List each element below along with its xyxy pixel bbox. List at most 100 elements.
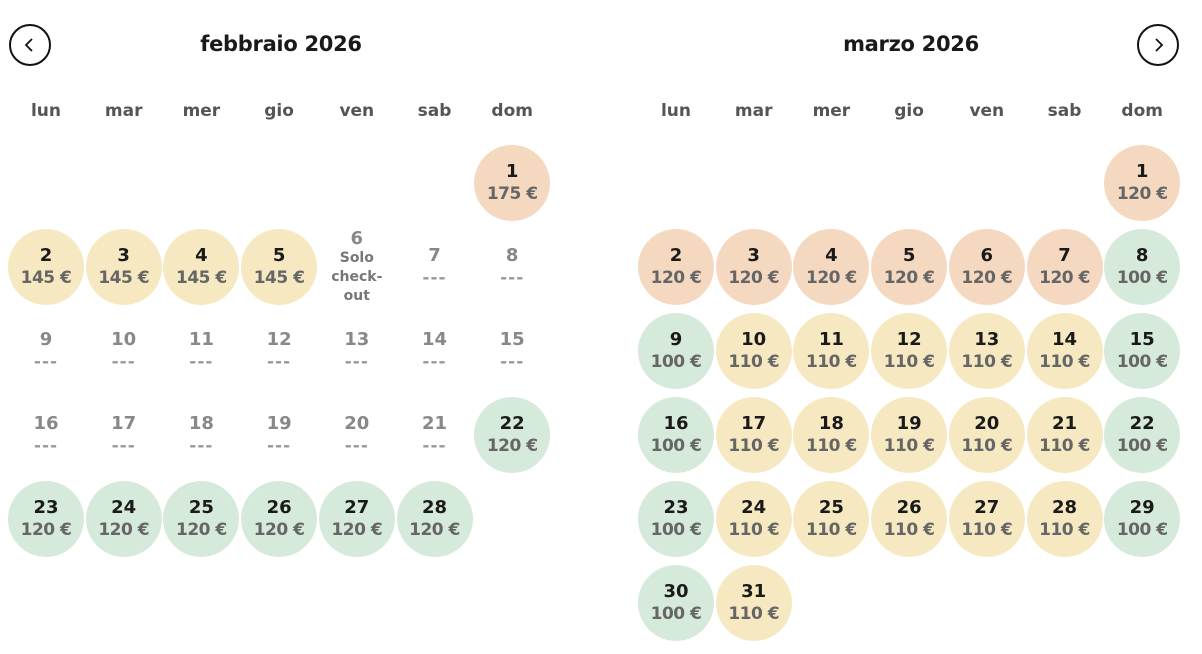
day-cell[interactable]: 19 110 €	[871, 397, 948, 473]
day-number: 1	[1135, 161, 1149, 182]
day-cell[interactable]: 4 145 €	[163, 229, 240, 305]
day-cell[interactable]: 20 ---	[319, 397, 395, 473]
day-cell[interactable]: 16 100 €	[638, 397, 714, 473]
day-cell[interactable]: 25 120 €	[163, 481, 240, 557]
day-cell[interactable]: 10 110 €	[715, 313, 792, 389]
day-cell[interactable]: 19 ---	[241, 397, 317, 473]
day-number: 3	[747, 245, 760, 266]
prev-month-button[interactable]	[9, 24, 51, 66]
day-number: 18	[188, 413, 214, 434]
day-price: 120 €	[20, 520, 72, 540]
day-price: 120 €	[806, 268, 857, 288]
day-cell[interactable]: 20 110 €	[948, 397, 1025, 473]
day-cell[interactable]: 15 100 €	[1104, 313, 1181, 389]
weekday-header: ven	[969, 101, 1005, 121]
day-price: 100 €	[650, 604, 702, 624]
day-cell[interactable]: 11 ---	[163, 313, 239, 389]
day-cell[interactable]: 7 120 €	[1026, 229, 1103, 305]
day-cell[interactable]: 13 ---	[319, 313, 395, 389]
day-number: 18	[818, 413, 844, 434]
day-cell[interactable]: 31 110 €	[715, 565, 792, 641]
day-cell[interactable]: 3 145 €	[85, 229, 162, 305]
day-number: 7	[428, 245, 441, 266]
day-cell[interactable]: 10 ---	[86, 313, 162, 389]
day-number: 23	[33, 497, 59, 518]
day-cell[interactable]: 24 110 €	[715, 481, 792, 557]
day-price: ---	[111, 436, 136, 456]
day-cell[interactable]: 24 120 €	[85, 481, 162, 557]
day-cell[interactable]: 12 110 €	[871, 313, 948, 389]
day-price: 120 €	[409, 520, 460, 540]
day-cell[interactable]: 18 110 €	[793, 397, 870, 473]
day-number: 16	[663, 413, 689, 434]
day-number: 22	[499, 413, 525, 434]
day-cell[interactable]: 1 175 €	[474, 145, 551, 221]
day-price: 110 €	[961, 520, 1013, 540]
day-cell[interactable]: 6 Solo check- out	[319, 228, 395, 305]
weekday-header: dom	[1121, 101, 1163, 121]
day-price: ---	[344, 436, 369, 456]
day-price: ---	[33, 352, 59, 372]
day-cell[interactable]: 14 ---	[397, 313, 473, 389]
day-cell[interactable]: 5 120 €	[871, 229, 948, 305]
day-cell[interactable]: 28 110 €	[1026, 481, 1103, 557]
day-number: 13	[344, 329, 370, 350]
day-number: 21	[1051, 413, 1078, 434]
day-price: 100 €	[1116, 352, 1168, 372]
day-cell[interactable]: 2 120 €	[638, 229, 714, 305]
day-price: 110 €	[728, 520, 780, 540]
day-price: 120 €	[961, 268, 1013, 288]
day-cell[interactable]: 2 145 €	[8, 229, 84, 305]
weekday-header: ven	[339, 101, 375, 121]
day-cell[interactable]: 1 120 €	[1104, 145, 1181, 221]
day-cell[interactable]: 25 110 €	[793, 481, 870, 557]
day-cell[interactable]: 30 100 €	[638, 565, 714, 641]
day-cell[interactable]: 9 ---	[8, 313, 84, 389]
day-cell[interactable]: 5 145 €	[241, 229, 318, 305]
day-price: ---	[267, 436, 292, 456]
day-cell[interactable]: 21 110 €	[1026, 397, 1103, 473]
day-number: 16	[33, 413, 59, 434]
day-cell[interactable]: 9 100 €	[638, 313, 714, 389]
day-cell[interactable]: 3 120 €	[715, 229, 792, 305]
day-cell[interactable]: 22 120 €	[474, 397, 551, 473]
day-number: 8	[505, 245, 519, 266]
day-cell[interactable]: 4 120 €	[793, 229, 870, 305]
day-cell[interactable]: 26 120 €	[241, 481, 318, 557]
day-number: 14	[421, 329, 448, 350]
weekday-header: sab	[1047, 101, 1082, 121]
next-month-button[interactable]	[1137, 24, 1179, 66]
day-number: 28	[1051, 497, 1078, 518]
weekday-header: gio	[894, 101, 924, 121]
day-cell[interactable]: 18 ---	[163, 397, 239, 473]
day-cell[interactable]: 28 120 €	[396, 481, 473, 557]
day-cell[interactable]: 16 ---	[8, 397, 84, 473]
day-cell[interactable]: 7 ---	[397, 229, 473, 305]
day-cell[interactable]: 14 110 €	[1026, 313, 1103, 389]
day-price: ---	[422, 352, 447, 372]
day-cell[interactable]: 13 110 €	[948, 313, 1025, 389]
day-cell[interactable]: 26 110 €	[871, 481, 948, 557]
day-number: 9	[669, 329, 683, 350]
day-cell[interactable]: 29 100 €	[1104, 481, 1181, 557]
day-cell[interactable]: 8 ---	[474, 229, 550, 305]
day-cell[interactable]: 27 120 €	[318, 481, 395, 557]
day-cell[interactable]: 23 120 €	[8, 481, 84, 557]
day-cell[interactable]: 8 100 €	[1104, 229, 1181, 305]
day-cell[interactable]: 22 100 €	[1104, 397, 1181, 473]
day-number: 17	[111, 413, 137, 434]
day-cell[interactable]: 21 ---	[397, 397, 473, 473]
day-price: 100 €	[1116, 520, 1168, 540]
day-cell[interactable]: 17 ---	[86, 397, 162, 473]
day-price: 145 €	[253, 268, 305, 288]
day-cell[interactable]: 6 120 €	[948, 229, 1025, 305]
day-price: 120 €	[650, 268, 702, 288]
day-price: 145 €	[98, 268, 150, 288]
day-cell[interactable]: 23 100 €	[638, 481, 714, 557]
day-cell[interactable]: 11 110 €	[793, 313, 870, 389]
day-number: 27	[344, 497, 370, 518]
day-cell[interactable]: 17 110 €	[715, 397, 792, 473]
day-cell[interactable]: 12 ---	[241, 313, 317, 389]
day-cell[interactable]: 15 ---	[474, 313, 550, 389]
day-cell[interactable]: 27 110 €	[948, 481, 1025, 557]
